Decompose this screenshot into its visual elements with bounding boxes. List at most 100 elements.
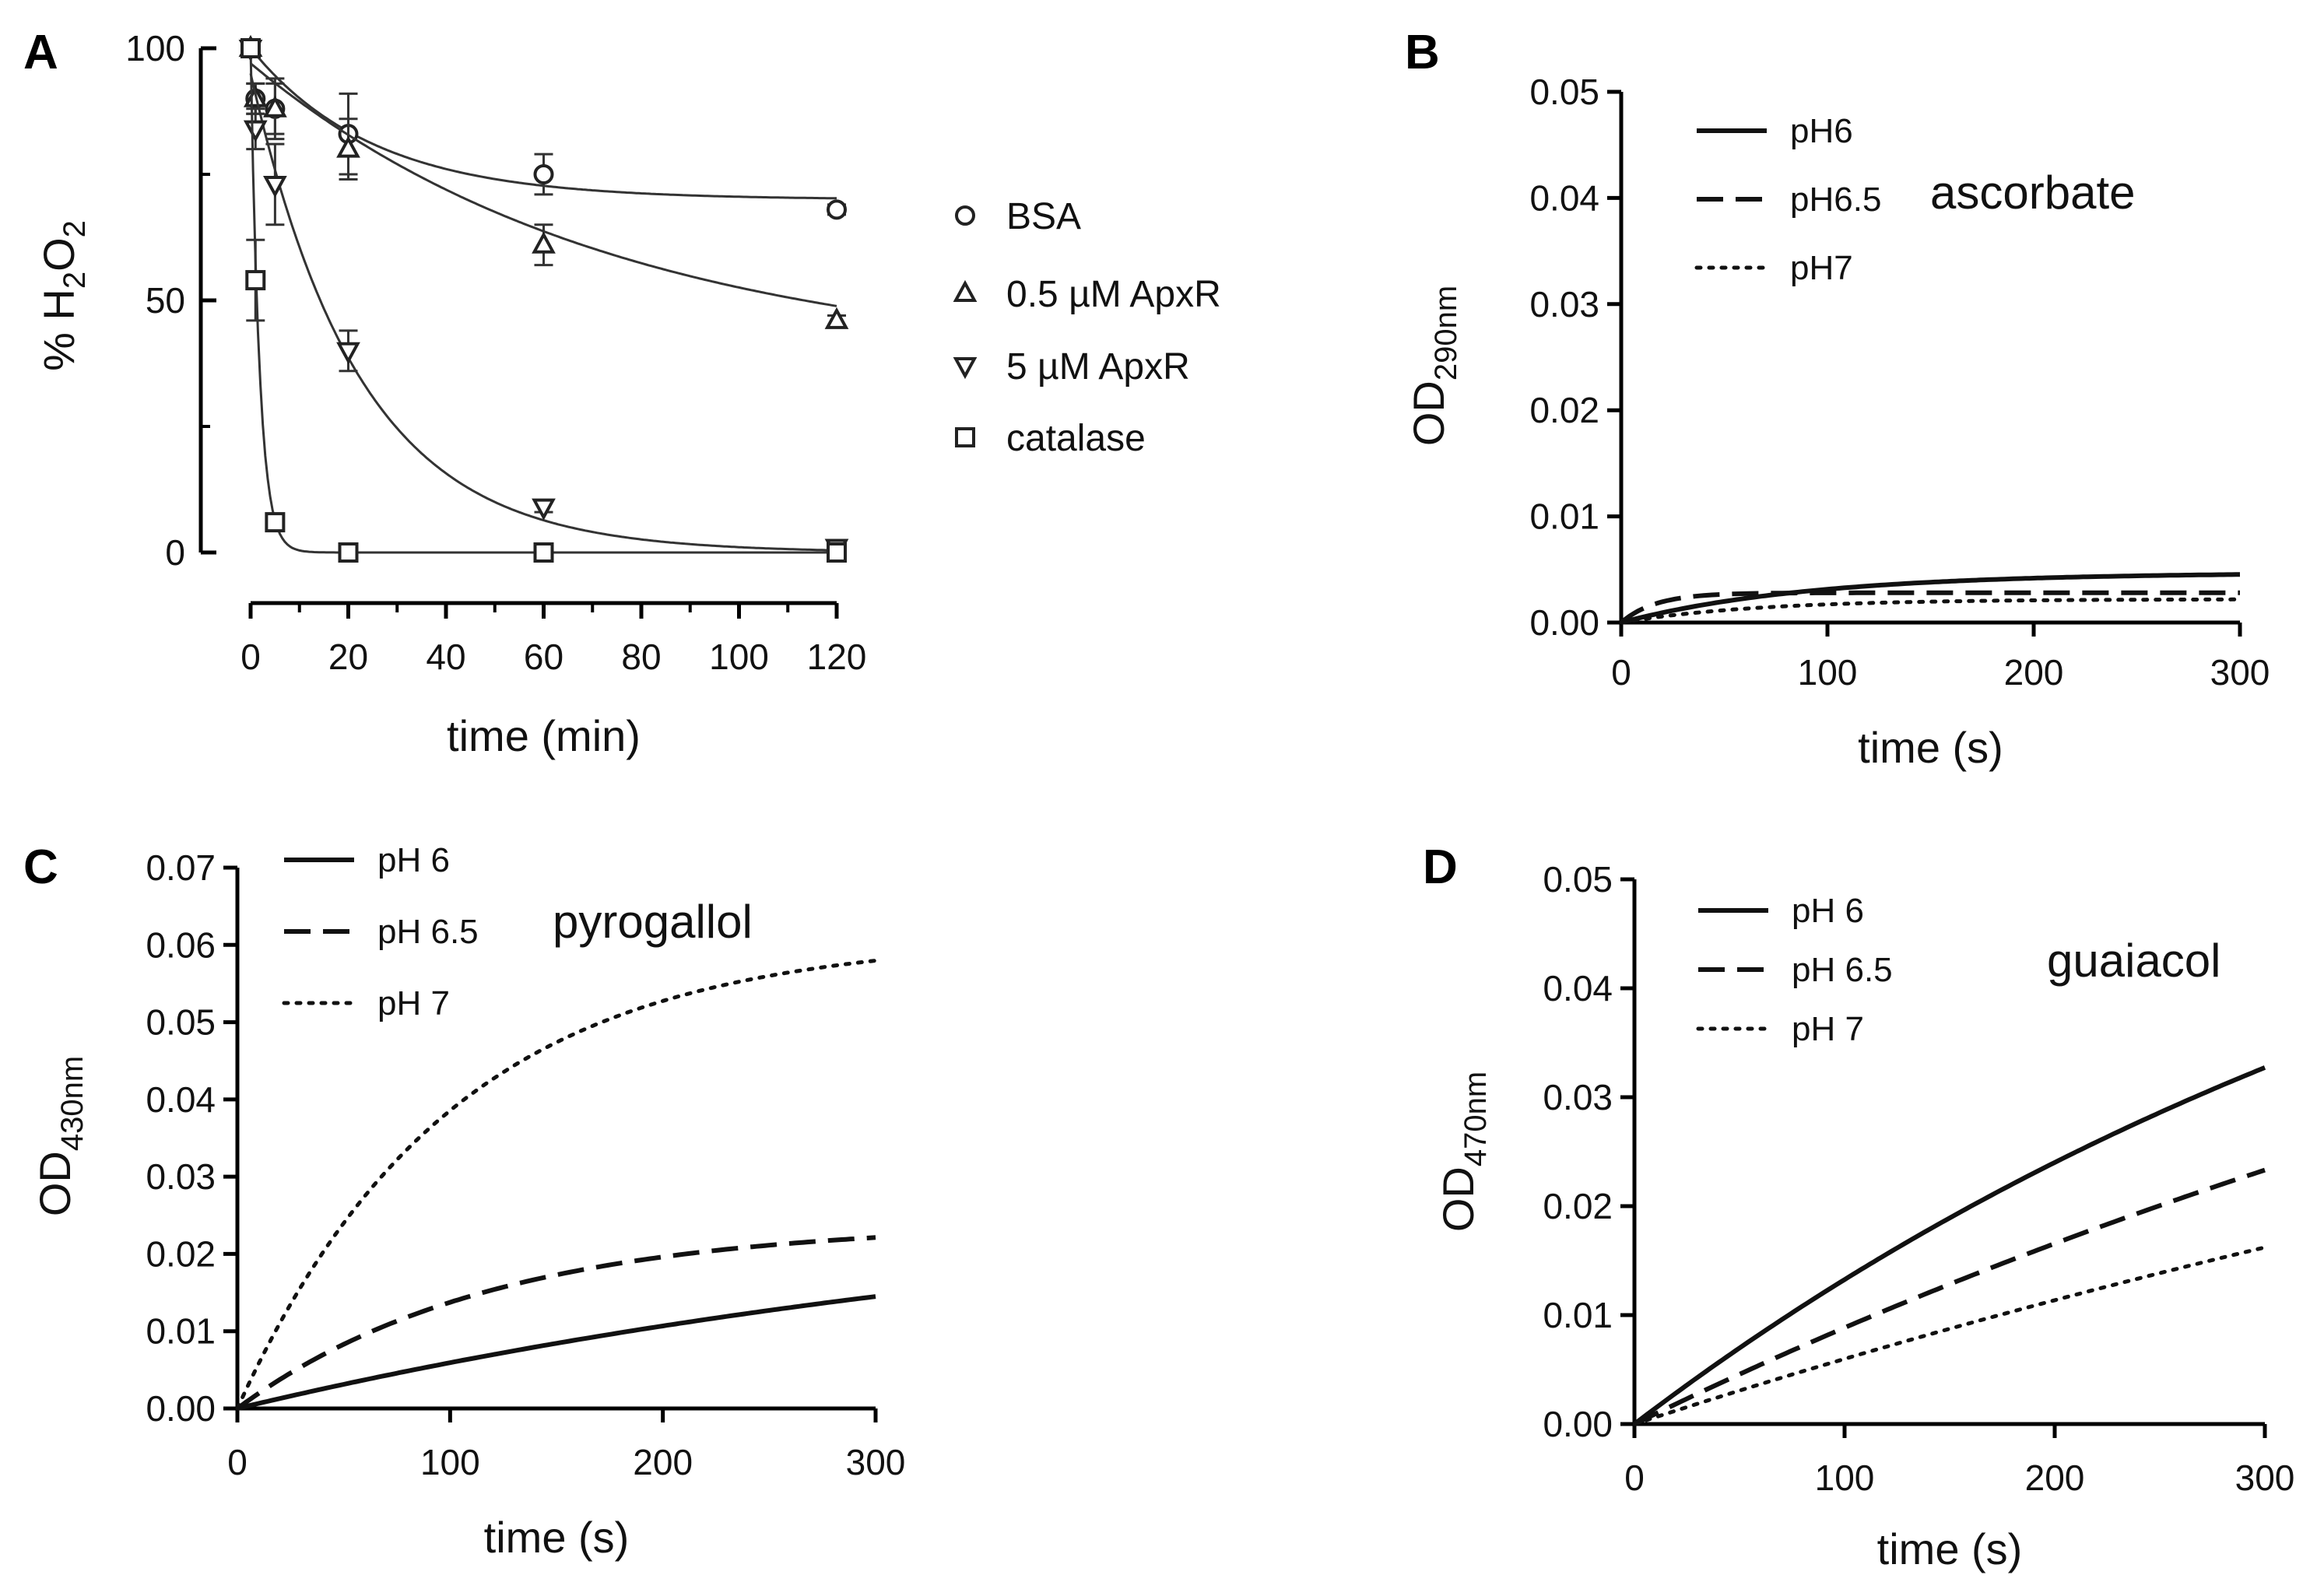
c-y-tick-label: 0.06: [146, 924, 216, 965]
a-point: [827, 542, 847, 563]
b-x-tick-label: 300: [2210, 652, 2270, 693]
c-y-tick-label: 0.05: [146, 1002, 216, 1043]
b-legend-label: pH7: [1790, 249, 1853, 287]
b-y-tick-label: 0.00: [1529, 602, 1599, 643]
c-x-tick-label: 0: [227, 1442, 247, 1482]
b-legend-label: pH6.5: [1790, 181, 1881, 219]
a-point: [532, 498, 556, 521]
c-y-tick-label: 0.04: [146, 1079, 216, 1120]
panel-c: C 0.00 0.01 0.02 0.03 0.04 0.05 0.06 0.07 0 100 200…: [23, 840, 905, 1562]
b-series-line-2: [1619, 597, 2242, 625]
a-x-axis-title: time (min): [447, 711, 641, 760]
a-x-tick-label: 0: [240, 637, 261, 677]
d-y-tick-label: 0.00: [1543, 1404, 1613, 1444]
c-y-tick-label: 0.07: [146, 847, 216, 888]
c-series-line-1: [236, 1235, 876, 1411]
c-y-tick-label: 0.01: [146, 1311, 216, 1352]
c-legend-label: pH 6.5: [377, 913, 479, 951]
d-y-axis-title: OD470nm: [1434, 1072, 1493, 1232]
panel-b-letter: B: [1405, 26, 1440, 79]
a-fit-curve: [249, 73, 837, 552]
a-point: [240, 38, 261, 58]
panel-b: B 0.00 0.01 0.02 0.03 0.04 0.05 0 100 200 300 time …: [1404, 26, 2270, 772]
a-legend-marker: [955, 205, 975, 226]
d-x-axis-title: time (s): [1877, 1524, 2023, 1573]
d-annotation: guaiacol: [2047, 935, 2221, 987]
a-y-axis-title-part: % H: [34, 289, 83, 371]
a-point: [263, 175, 287, 198]
a-legend-marker: [955, 427, 975, 447]
b-y-tick-label: 0.04: [1529, 177, 1599, 218]
a-point: [336, 342, 360, 364]
a-series-3: [240, 38, 847, 563]
c-x-tick-label: 300: [846, 1442, 906, 1482]
b-y-tick-label: 0.05: [1529, 72, 1599, 112]
d-x-tick-label: 0: [1624, 1457, 1645, 1498]
d-y-tick-label: 0.03: [1543, 1077, 1613, 1117]
d-legend-label: pH 6.5: [1792, 951, 1893, 989]
a-series-2: [238, 40, 849, 561]
c-y-axis-title: OD430nm: [30, 1056, 90, 1216]
panel-d-letter: D: [1423, 840, 1458, 894]
d-series-line-0: [1633, 1065, 2266, 1426]
a-point: [532, 231, 556, 254]
a-x-tick-label: 40: [426, 637, 465, 677]
a-legend-marker: [953, 279, 978, 302]
b-y-axis-title: OD290nm: [1404, 286, 1463, 446]
a-legend-label: 0.5 µM ApxR: [1006, 274, 1221, 315]
c-y-tick-label: 0.03: [146, 1156, 216, 1197]
a-x-tick-label: 120: [807, 637, 867, 677]
a-x-tick-label: 60: [524, 637, 563, 677]
d-series-line-2: [1632, 1245, 2267, 1426]
b-series-line-1: [1620, 590, 2240, 625]
d-y-axis-title-subscript: 470nm: [1459, 1072, 1493, 1166]
c-series-line-2: [235, 959, 878, 1411]
a-point: [338, 542, 359, 563]
c-x-tick-label: 100: [420, 1442, 480, 1482]
a-legend-label: 5 µM ApxR: [1006, 346, 1190, 388]
b-series-line-0: [1620, 572, 2240, 625]
b-x-tick-label: 100: [1798, 652, 1858, 693]
d-series-line-1: [1633, 1167, 2266, 1426]
d-y-tick-label: 0.01: [1543, 1295, 1613, 1335]
c-y-axis-title-subscript: 430nm: [55, 1056, 90, 1151]
c-legend: pH 6 pH 6.5 pH 7: [282, 841, 479, 1022]
b-x-axis-title: time (s): [1858, 723, 2003, 772]
b-x-tick-label: 0: [1611, 652, 1631, 693]
a-y-axis-title-part: O: [34, 237, 83, 272]
b-legend: pH6 pH6.5 pH7: [1694, 112, 1881, 287]
d-x-tick-label: 300: [2235, 1457, 2295, 1498]
b-y-tick-label: 0.03: [1529, 284, 1599, 324]
a-point: [827, 199, 847, 220]
panel-d: D 0.00 0.01 0.02 0.03 0.04 0.05 0 100 200 300 time …: [1423, 840, 2294, 1573]
d-x-tick-label: 100: [1815, 1457, 1875, 1498]
c-legend-label: pH 6: [377, 841, 450, 879]
a-legend-marker: [953, 357, 978, 380]
c-y-tick-label: 0.02: [146, 1233, 216, 1274]
a-y-axis-title: % H2O2: [34, 220, 92, 371]
a-y-tick-label: 0: [165, 532, 185, 573]
a-y-axis-title-part: 2: [58, 272, 92, 289]
a-point: [263, 95, 287, 118]
d-y-tick-label: 0.04: [1543, 968, 1613, 1008]
b-y-axis-title-main: OD: [1404, 381, 1453, 446]
a-point: [533, 542, 554, 563]
d-y-axis-title-main: OD: [1434, 1166, 1483, 1232]
b-y-tick-label: 0.01: [1529, 496, 1599, 537]
a-legend-label: catalase: [1006, 418, 1146, 459]
a-y-tick-label: 100: [125, 28, 185, 68]
b-annotation: ascorbate: [1930, 167, 2136, 219]
d-legend: pH 6 pH 6.5 pH 7: [1696, 892, 1893, 1048]
a-point: [533, 164, 554, 184]
d-x-tick-label: 200: [2025, 1457, 2085, 1498]
a-point: [243, 120, 268, 142]
d-y-tick-label: 0.05: [1543, 859, 1613, 900]
a-point: [336, 135, 360, 158]
a-point: [824, 307, 849, 329]
a-point: [265, 512, 286, 533]
panel-a-letter: A: [23, 26, 58, 79]
b-legend-label: pH6: [1790, 112, 1853, 150]
a-x-tick-label: 100: [709, 637, 769, 677]
